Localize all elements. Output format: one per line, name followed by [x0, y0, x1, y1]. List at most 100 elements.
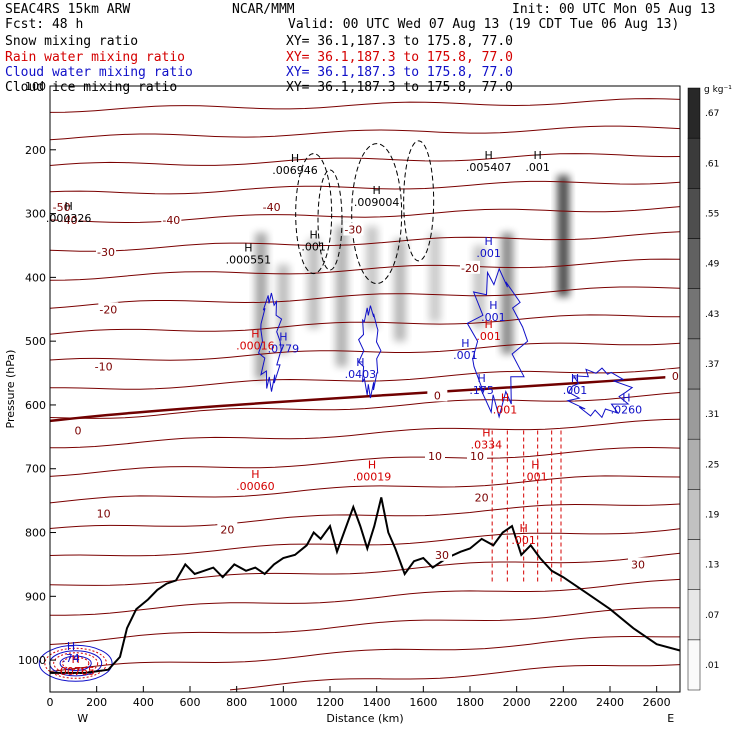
maximum-marker: H [279, 331, 287, 344]
temperature-contour-label: -20 [99, 303, 117, 316]
maximum-value-label: .001 [476, 330, 501, 343]
colorbar-label: .55 [705, 209, 719, 219]
temperature-contour-label: -50 [53, 201, 71, 214]
y-tick-label: 800 [25, 527, 46, 540]
temperature-contour-label: -40 [60, 214, 78, 227]
temperature-contour [49, 206, 681, 224]
shading-column [255, 232, 268, 380]
maximum-value-label: .001 [453, 349, 478, 362]
colorbar-cell [687, 388, 701, 440]
maximum-marker: H [534, 149, 542, 162]
rain-dashed-contours [491, 430, 562, 584]
colorbar-label: .01 [705, 661, 719, 671]
maximum-value-label: .0334 [471, 438, 503, 451]
terrain [50, 497, 681, 674]
colorbar-label: .49 [705, 260, 720, 270]
cloud-water-contour [466, 267, 529, 419]
maximum-marker: H [251, 328, 259, 341]
snow-dashed-contour [317, 169, 343, 271]
maximum-value-label: .00016 [236, 340, 275, 353]
maximum-marker: H [461, 337, 469, 350]
temperature-contour-label: 30 [435, 549, 449, 562]
maximum-marker: H [531, 458, 539, 471]
cloud-water-contour [258, 292, 283, 392]
field-rain-name: Rain water mixing ratio [5, 50, 186, 65]
temperature-label-bg [467, 448, 487, 462]
x-tick-label: 400 [133, 696, 154, 709]
maximum-value-label: .006946 [272, 164, 318, 177]
maximum-marker: H [251, 468, 259, 481]
y-tick-label: 700 [25, 463, 46, 476]
colorbar-label: .43 [705, 310, 719, 320]
temperature-contour [49, 258, 681, 281]
x-tick-label: 1400 [363, 696, 391, 709]
maximum-value-label: .001 [563, 384, 588, 397]
maximum-value-label: .001 [476, 247, 501, 260]
colorbar-cell [687, 539, 701, 590]
maximum-value-label: .00019 [353, 470, 392, 483]
colorbar-label: .25 [705, 460, 719, 470]
maximum-value-label: .001 [493, 403, 518, 416]
temperature-contour [49, 180, 681, 195]
temperature-contour-label: -30 [97, 246, 115, 259]
shading-column [501, 232, 514, 354]
maximum-marker: H [501, 391, 509, 404]
field-snow-xy: XY= 36.1,187.3 to 175.8, 77.0 [286, 34, 513, 49]
y-tick-label: 100 [25, 80, 46, 93]
snow-ice-dashed-contours [295, 140, 435, 285]
maximum-marker: H [485, 318, 493, 331]
colorbar-unit: g kg⁻¹ [704, 85, 732, 95]
colorbar-label: .31 [705, 410, 719, 420]
temperature-label-bg [68, 423, 88, 437]
temperature-contour-label: 20 [475, 491, 489, 504]
maximum-marker: H [485, 235, 493, 248]
temperature-label-bg [93, 359, 114, 373]
maximum-marker: H [368, 458, 376, 471]
y-tick-label: 500 [25, 335, 46, 348]
maximum-value-label: .000326 [46, 212, 92, 225]
temperature-contour-label: 10 [97, 507, 111, 520]
x-tick-label: 800 [226, 696, 247, 709]
rain-dashed-contour [61, 656, 90, 670]
y-tick-label: 1000 [18, 654, 46, 667]
freezing-level-contour [49, 374, 681, 423]
shading-column [394, 239, 406, 342]
maximum-marker: H [356, 356, 364, 369]
terrain-line [50, 497, 681, 674]
maximum-value-label: .001 [511, 534, 536, 547]
x-tick-label: 2600 [643, 696, 671, 709]
maximum-marker: H [244, 241, 252, 254]
temperature-contour-label: 10 [470, 450, 484, 463]
maximum-value-label: .009004 [354, 196, 400, 209]
maximum-value-label: .005407 [466, 161, 512, 174]
x-tick-label: 2400 [596, 696, 624, 709]
maximum-value-label: .0403 [345, 368, 377, 381]
shading-column [557, 175, 570, 297]
temperature-contour [49, 446, 681, 477]
colorbar-cell [687, 137, 701, 189]
shading-column [307, 239, 320, 329]
maximum-value-label: .175 [469, 384, 494, 397]
field-cloud-ice-xy: XY= 36.1,187.3 to 175.8, 77.0 [286, 80, 513, 95]
maximum-value-label: .001 [525, 161, 550, 174]
field-snow-name: Snow mixing ratio [5, 34, 139, 49]
temperature-label-bg [471, 490, 492, 504]
cloud-water-contour [357, 305, 382, 399]
temperature-contour [49, 635, 680, 672]
temperature-contour [229, 664, 681, 691]
temperature-label-bg [343, 222, 364, 236]
temperature-contour-label: -20 [461, 262, 479, 275]
temperature-label-bg [51, 200, 72, 214]
y-tick-label: 400 [25, 271, 46, 284]
maximum-value-label: .0260 [611, 403, 643, 416]
maximum-marker: H [65, 200, 73, 213]
maximum-value-label: .001 [523, 470, 548, 483]
maximum-marker: H [520, 522, 528, 535]
snow-dashed-contour [295, 153, 333, 275]
rain-dashed-contour [53, 652, 99, 675]
temperature-contour [49, 607, 681, 645]
temperature-label-bg [58, 212, 79, 226]
temperature-contour-label: 10 [428, 450, 442, 463]
x-left-endpoint: W [77, 712, 88, 725]
y-tick-label: 900 [25, 590, 46, 603]
